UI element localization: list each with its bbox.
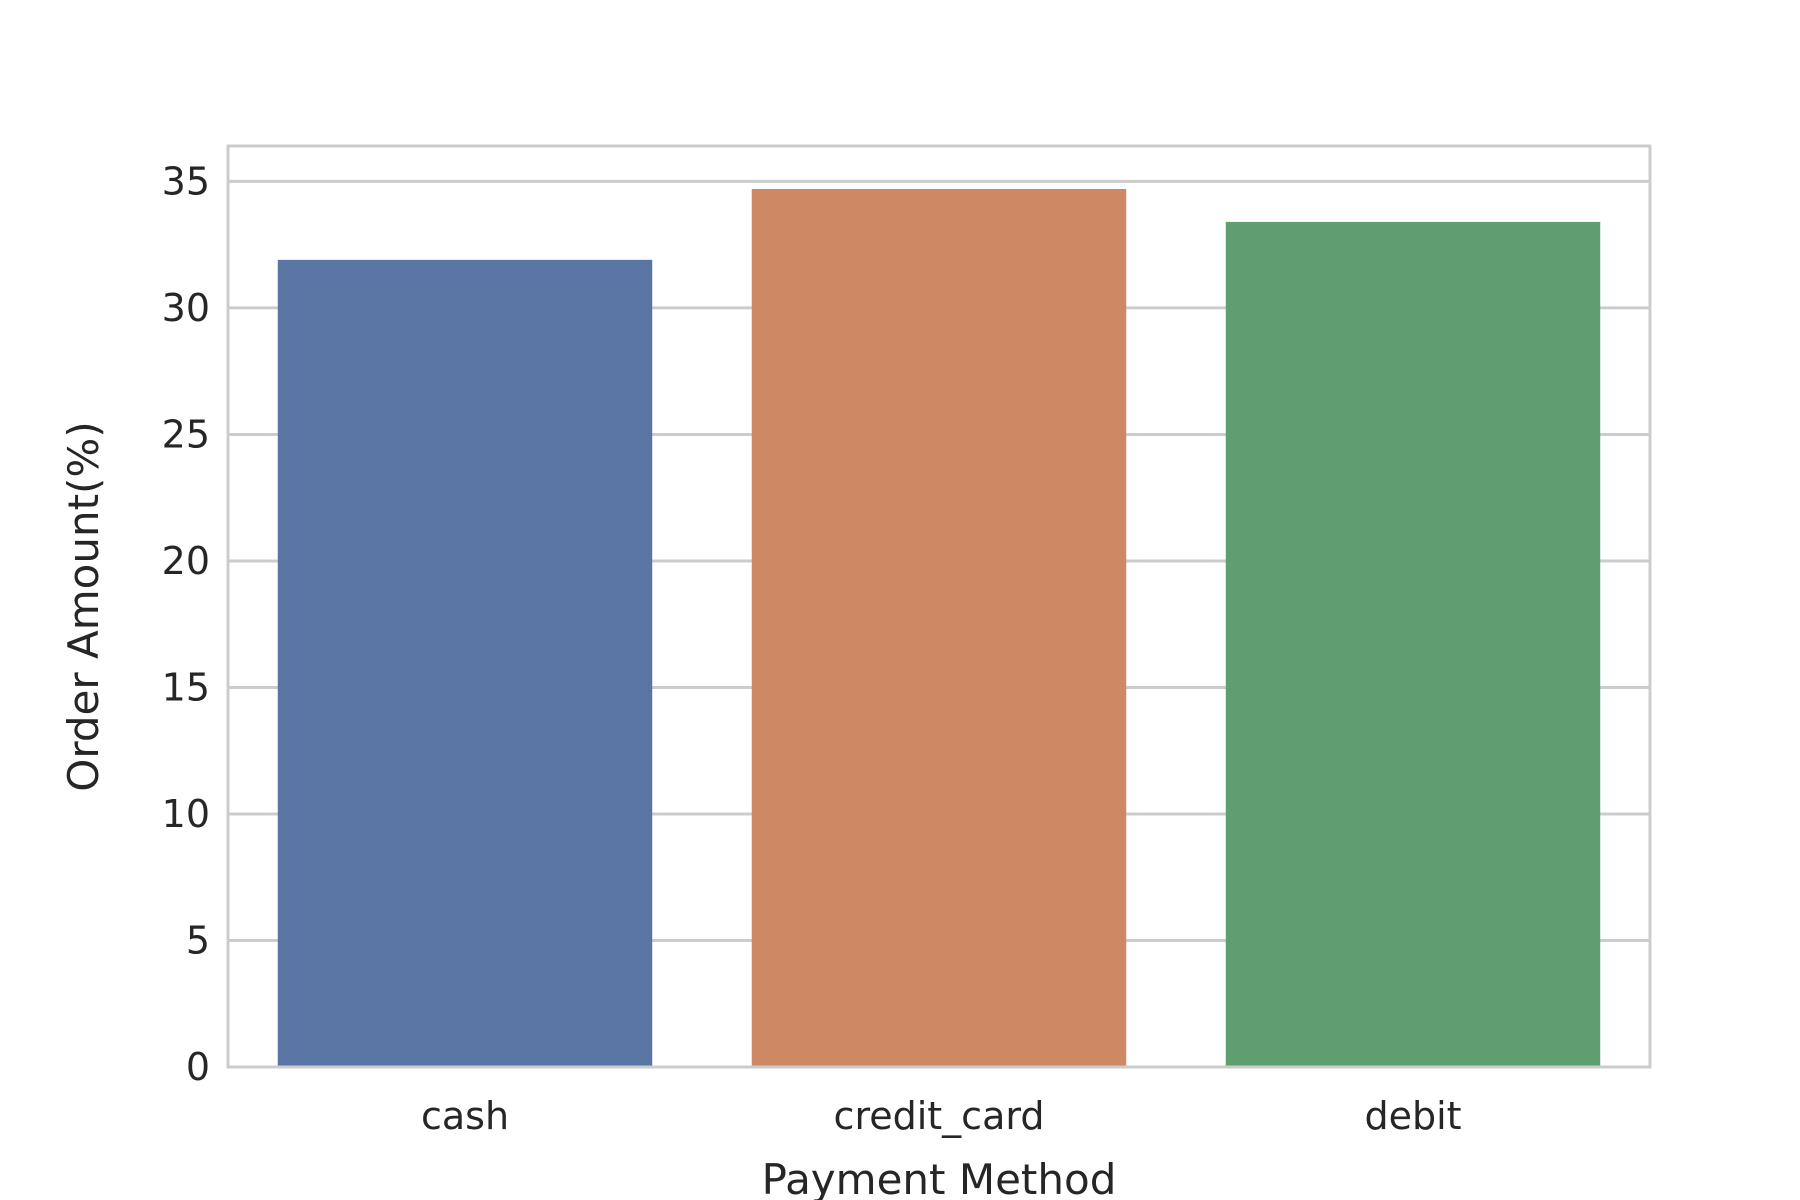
y-tick-label: 5 — [186, 918, 210, 962]
bar-credit-card — [751, 189, 1127, 1067]
bars — [277, 189, 1601, 1068]
bar-debit — [1225, 221, 1601, 1067]
x-tick-label: credit_card — [834, 1094, 1045, 1138]
plot-frame — [226, 144, 1652, 1069]
y-tick-label: 15 — [162, 665, 210, 709]
y-tick-label: 25 — [162, 412, 210, 456]
x-tick-labels: cash credit_card debit — [421, 1094, 1462, 1138]
y-tick-label: 35 — [162, 159, 210, 203]
y-tick-label: 0 — [186, 1045, 210, 1089]
y-tick-label: 20 — [162, 539, 210, 583]
y-tick-labels: 0 5 10 15 20 25 30 35 — [162, 159, 210, 1089]
x-tick-label: debit — [1364, 1094, 1461, 1138]
y-tick-label: 30 — [162, 286, 210, 330]
x-tick-label: cash — [421, 1094, 509, 1138]
y-axis-label: Order Amount(%) — [59, 421, 108, 791]
x-axis-label: Payment Method — [762, 1155, 1117, 1200]
y-tick-label: 10 — [162, 792, 210, 836]
bar-cash — [277, 259, 653, 1068]
